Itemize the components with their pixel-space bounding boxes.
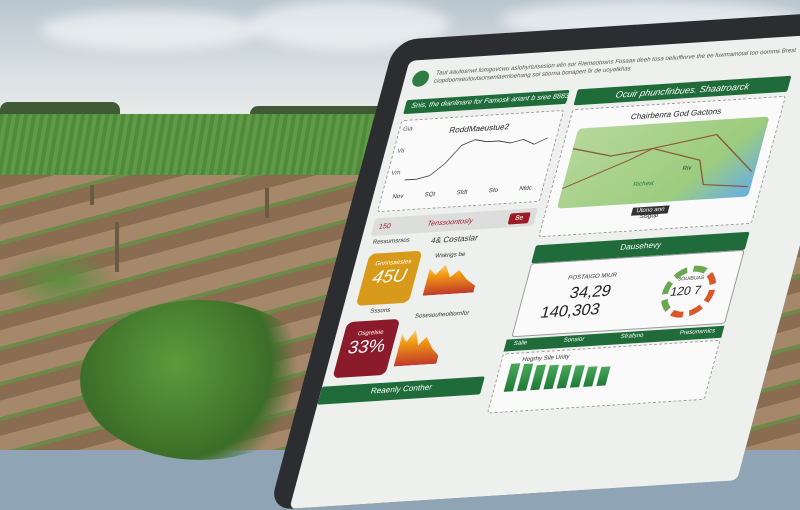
map[interactable]: Riv Richest [556, 116, 770, 209]
dashboard-screen: Taut aaulosnwt fomgovcwu aslohyrtuisesio… [289, 32, 800, 509]
heatmap-label: Sosesouheoltiornfor [413, 310, 470, 320]
map-panel: Chairbenra God Gactons Riv Richest Utono… [538, 95, 787, 238]
map-routes [562, 133, 753, 190]
alert-row: 150 Tenssoontosly 8e [370, 207, 539, 237]
tree-line [0, 102, 120, 116]
alert-text: Tenssoontosly [426, 217, 474, 228]
fence-post [90, 185, 94, 205]
kpi-value: 45U [370, 265, 410, 288]
band-item: Sfrafsno [619, 332, 645, 341]
status-label: POSTAIGO MIUR [567, 272, 618, 282]
subtitle: Ressumsrsos [371, 237, 411, 246]
fence-post [115, 222, 119, 272]
status-panel: POSTAIGO MIUR 34,29 140,303 SOUIBUAS 120… [511, 249, 745, 338]
kpi-caption: Sssons [369, 307, 391, 315]
heat-chart [394, 324, 447, 367]
band-item: Sonsior [562, 336, 585, 344]
section-title: 4& Costaslar [430, 233, 480, 246]
plants [80, 300, 320, 460]
tree-line [250, 106, 390, 114]
status-value: 34,29 [567, 282, 614, 303]
bottom-section-bar: Reaenly Conther [317, 376, 485, 405]
tablet: Taut aaulosnwt fomgovcwu aslohyrtuisesio… [269, 10, 800, 510]
kpi-card-amber[interactable]: Gnnnsaestes 45U [355, 250, 423, 306]
status-value: 140,303 [538, 301, 602, 322]
x-tick: Nfdc [518, 185, 533, 193]
map-label: Riv [681, 165, 693, 173]
x-tick: Sfdt [455, 189, 469, 197]
line-chart-panel: Gia Vti Vm RoddMaeustue2 Nov SQt Sfdt Sfo Nf… [376, 109, 565, 213]
heat-chart [422, 259, 482, 296]
y-tick: Vm [390, 170, 402, 177]
heatmap-label: Wskrigs be [434, 251, 466, 260]
kpi-card-maroon[interactable]: Osgrelsie 33% [332, 318, 401, 379]
gauge-value: 120 7 [668, 282, 703, 299]
x-tick: Nov [391, 193, 404, 201]
cloud [40, 10, 260, 50]
band-item: Salie [512, 340, 528, 348]
plants [0, 250, 120, 310]
leaf-logo-icon [410, 70, 431, 88]
x-tick: SQt [423, 191, 436, 199]
kpi-value: 33% [345, 335, 388, 358]
line-chart [404, 137, 548, 181]
alert-code: 150 [378, 222, 392, 231]
y-tick: Gia [402, 126, 414, 133]
bar [596, 366, 611, 386]
bar-chart-panel: Hogrhy Sile Unity [486, 339, 721, 414]
band-item: Presonsrnics [678, 328, 716, 337]
alert-button[interactable]: 8e [507, 211, 531, 225]
fence-post [265, 188, 269, 218]
x-tick: Sfo [487, 187, 499, 195]
line-series [404, 137, 548, 181]
bar [583, 365, 598, 387]
